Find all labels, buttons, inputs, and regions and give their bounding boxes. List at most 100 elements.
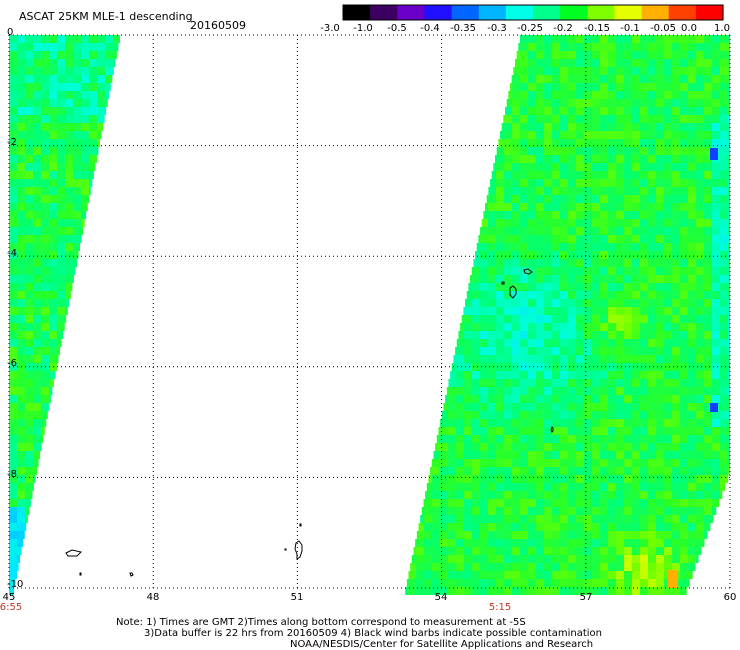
swath-cell (616, 283, 624, 291)
swath-cell (696, 307, 704, 315)
swath-cell (515, 59, 520, 67)
swath-cell (632, 339, 640, 347)
swath-cell (696, 51, 704, 59)
swath-cell (680, 499, 688, 507)
swath-cell (664, 123, 672, 131)
swath-cell (440, 459, 448, 467)
swath-cell (552, 443, 560, 451)
swath-cell (656, 251, 664, 259)
swath-cell (600, 563, 608, 571)
swath-cell (576, 147, 584, 155)
swath-cell (472, 339, 480, 347)
swath-cell (584, 571, 592, 579)
swath-cell (712, 75, 720, 83)
swath-cell (632, 163, 640, 171)
swath-cell (688, 195, 696, 203)
swath-cell (544, 187, 552, 195)
swath-cell (696, 67, 704, 75)
swath-cell (512, 363, 520, 371)
swath-cell (448, 507, 456, 515)
swath-cell (560, 59, 568, 67)
swath-cell (584, 179, 592, 187)
swath-cell (672, 35, 680, 43)
swath-cell (648, 323, 656, 331)
swath-cell (480, 339, 488, 347)
swath-cell (544, 43, 552, 51)
swath-cell (584, 499, 592, 507)
swath-cell (105, 59, 113, 67)
swath-cell (528, 83, 536, 91)
swath-cell (624, 363, 632, 371)
swath-cell (57, 83, 65, 91)
swath-cell (624, 539, 632, 547)
swath-cell (65, 275, 73, 283)
swath-cell (616, 83, 624, 91)
swath-cell (25, 387, 33, 395)
swath-cell (448, 587, 456, 595)
swath-cell (616, 467, 624, 475)
swath-cell (408, 579, 416, 587)
swath-cell (65, 123, 73, 131)
swath-cell (672, 115, 680, 123)
swath-cell (624, 339, 632, 347)
swath-cell (552, 267, 560, 275)
swath-cell (9, 419, 17, 427)
swath-cell (704, 235, 712, 243)
swath-cell (544, 99, 552, 107)
swath-cell (488, 395, 496, 403)
swath-cell (632, 403, 640, 411)
colorbar-labels: -3.0 -1.0 -0.5 -0.4 -0.35 -0.3 -0.25 -0.… (320, 23, 730, 37)
swath-cell (520, 371, 528, 379)
swath-cell (664, 219, 672, 227)
swath-cell (648, 379, 656, 387)
swath-cell (728, 275, 730, 283)
swath-cell (57, 107, 65, 115)
swath-cell (640, 203, 648, 211)
swath-cell (512, 75, 520, 83)
swath-cell (704, 83, 712, 91)
swath-cell (456, 363, 464, 371)
swath-cell (656, 219, 664, 227)
swath-cell (544, 307, 552, 315)
swath-cell (624, 379, 632, 387)
swath-cell (664, 99, 672, 107)
swath-cell (728, 403, 730, 411)
swath-cell (592, 411, 600, 419)
swath-cell (696, 315, 704, 323)
swath-cell (704, 531, 708, 539)
swath-cell (25, 35, 33, 43)
swath-cell (680, 355, 688, 363)
swath-cell (440, 499, 448, 507)
swath-cell (624, 491, 632, 499)
swath-cell (504, 275, 512, 283)
swath-cell (438, 427, 440, 435)
swath-cell (496, 347, 504, 355)
swath-cell (648, 43, 656, 51)
swath-cell (576, 379, 584, 387)
swath-cell (17, 147, 25, 155)
swath-cell (41, 243, 49, 251)
swath-cell (712, 411, 720, 419)
island-outline (294, 540, 303, 560)
swath-cell (648, 411, 656, 419)
swath-cell (496, 195, 504, 203)
swath-cell (552, 187, 560, 195)
swath-cell (488, 427, 496, 435)
swath-cell (616, 539, 624, 547)
swath-cell (520, 131, 528, 139)
swath-cell (632, 379, 640, 387)
swath-cell (41, 411, 48, 419)
swath-cell (536, 411, 544, 419)
swath-cell (704, 227, 712, 235)
swath-cell (584, 35, 592, 43)
swath-cell (448, 571, 456, 579)
swath-cell (688, 315, 696, 323)
swath-cell (512, 123, 520, 131)
swath-cell (672, 299, 680, 307)
swath-cell (720, 283, 728, 291)
swath-cell (480, 531, 488, 539)
swath-cell (600, 547, 608, 555)
swath-cell (648, 291, 656, 299)
swath-cell (520, 227, 528, 235)
swath-cell (81, 43, 89, 51)
